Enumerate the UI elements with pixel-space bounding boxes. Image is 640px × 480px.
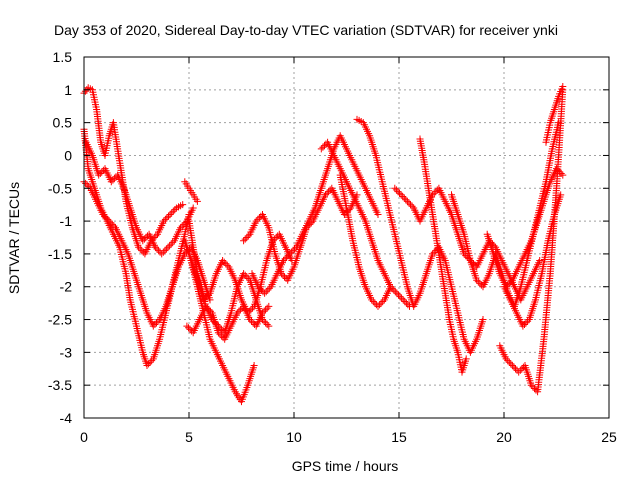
x-tick-label: 10 [286,429,302,445]
data-point-marks [183,302,273,343]
y-tick-label: 1 [64,82,72,98]
data-point-marks [181,178,201,205]
y-tick-label: -2 [60,279,73,295]
y-tick-label: 1.5 [53,49,73,65]
x-tick-label: 5 [185,429,193,445]
plot-frame [83,56,610,419]
y-tick-label: 0 [64,147,72,163]
data-series [353,115,487,356]
y-tick-label: -3 [60,344,73,360]
axis-ticks: 0 5 10 15 20 25 -4 -3.5 -3 -2.5 -2 -1.5 -1 -0.5 0 0.5 1 1… [48,49,617,445]
x-tick-label: 25 [601,429,617,445]
y-tick-label: -4 [60,410,73,426]
data-point-marks [416,135,470,376]
data-series [483,165,567,291]
data-point-marks [483,165,567,291]
y-tick-label: -1.5 [48,246,72,262]
data-series [542,83,567,146]
data-series [181,178,201,205]
x-tick-label: 20 [496,429,512,445]
data-point-marks [542,83,567,146]
y-axis-title: SDTVAR / TECUs [6,182,22,294]
y-tick-label: -2.5 [48,312,72,328]
data-series [336,171,395,310]
data-point-marks [82,138,197,258]
data-series [248,132,382,297]
data-point-marks [248,132,382,297]
x-tick-label: 15 [391,429,407,445]
data-point-marks [336,171,395,310]
x-tick-label: 0 [80,429,88,445]
x-axis-title: GPS time / hours [292,458,399,474]
y-tick-label: -0.5 [48,180,72,196]
data-point-marks [500,191,565,330]
y-tick-label: 0.5 [53,115,73,131]
data-series [183,302,273,343]
data-series [500,191,565,330]
data-series [416,135,470,376]
data-point-marks [317,138,413,310]
chart-title: Day 353 of 2020, Sidereal Day-to-day VTE… [54,22,558,38]
grid-lines [84,57,609,418]
data-series [82,138,197,258]
y-tick-label: -1 [60,213,73,229]
data-series [317,138,413,310]
y-tick-label: -3.5 [48,377,72,393]
data-points [80,83,567,406]
data-point-marks [353,115,487,356]
